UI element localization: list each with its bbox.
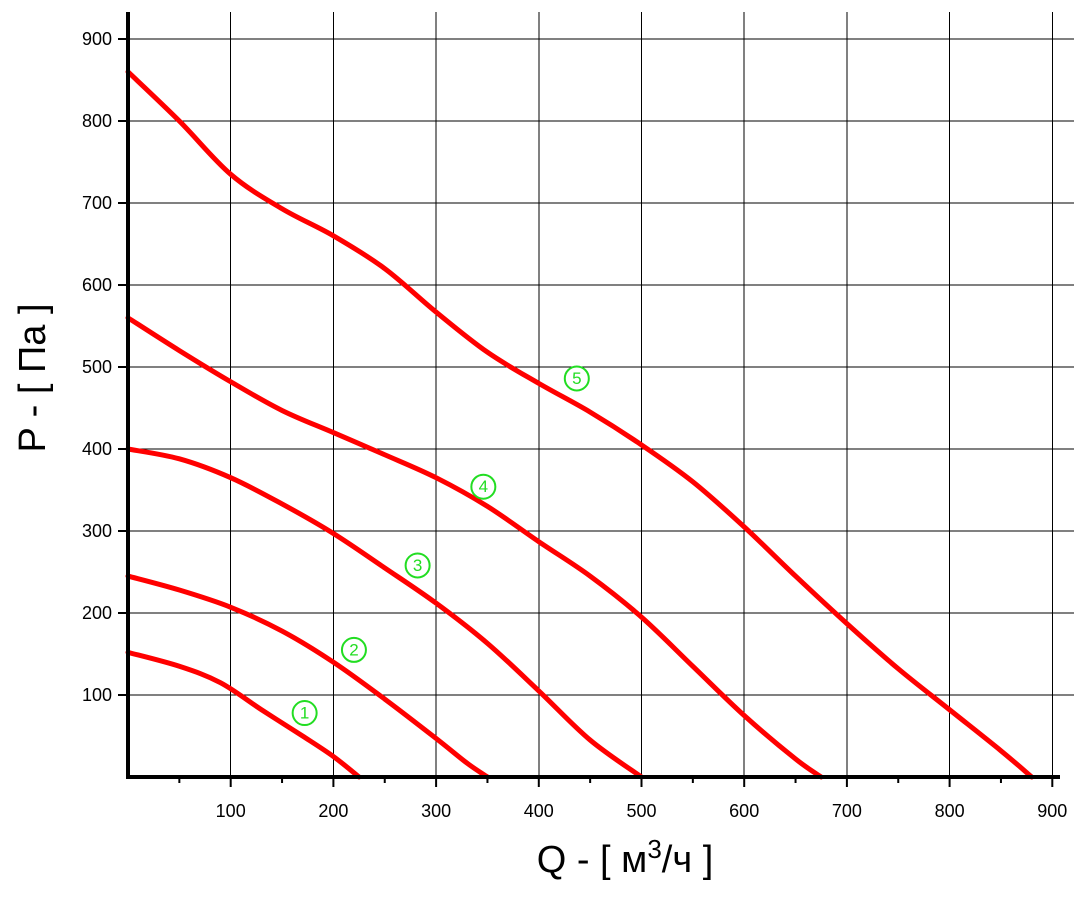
curve-marker-circle-5 [563, 365, 590, 392]
curve-marker-2: 2 [340, 636, 367, 663]
y-tick-label-400: 400 [82, 439, 112, 459]
curve-2 [125, 573, 490, 780]
y-tick-label-900: 900 [82, 29, 112, 49]
y-axis-title: P - [ Па ] [12, 303, 54, 452]
curve-marker-circle-1 [291, 700, 318, 727]
curve-marker-circle-4 [470, 473, 497, 500]
y-tick-label-600: 600 [82, 275, 112, 295]
axes [126, 12, 1060, 779]
curve-marker-3: 3 [404, 552, 431, 579]
curve-marker-label-3: 3 [413, 556, 422, 575]
x-tick-label-600: 600 [729, 801, 759, 821]
curve-3 [125, 446, 644, 780]
x-tick-label-700: 700 [832, 801, 862, 821]
curves [125, 69, 1035, 780]
curve-marker-1: 1 [291, 700, 318, 727]
x-tick-label-800: 800 [935, 801, 965, 821]
x-tick-label-300: 300 [421, 801, 451, 821]
curve-markers: 1 2 3 4 5 [291, 365, 590, 727]
curve-marker-5: 5 [563, 365, 590, 392]
x-tick-label-100: 100 [216, 801, 246, 821]
x-tick-label-900: 900 [1037, 801, 1067, 821]
curve-marker-4: 4 [470, 473, 497, 500]
curve-1 [125, 649, 362, 780]
x-tick-label-500: 500 [626, 801, 656, 821]
x-axis-title: Q - [ м3/ч ] [537, 834, 714, 881]
curve-marker-label-2: 2 [349, 640, 358, 659]
y-tick-label-300: 300 [82, 521, 112, 541]
y-tick-label-800: 800 [82, 111, 112, 131]
curve-marker-circle-2 [340, 636, 367, 663]
curve-4 [125, 315, 824, 780]
y-tick-label-700: 700 [82, 193, 112, 213]
axis-titles: Q - [ м3/ч ] P - [ Па ] [12, 303, 713, 881]
x-tick-label-400: 400 [524, 801, 554, 821]
x-tick-label-200: 200 [318, 801, 348, 821]
y-tick-label-200: 200 [82, 603, 112, 623]
y-tick-label-500: 500 [82, 357, 112, 377]
curve-marker-label-5: 5 [572, 369, 581, 388]
curve-marker-label-4: 4 [479, 477, 488, 496]
grid [128, 12, 1074, 777]
y-tick-label-100: 100 [82, 685, 112, 705]
curve-marker-label-1: 1 [300, 704, 309, 723]
tick-labels: 100 200 300 400 500 600 700 800 900 100 200 300 400 5… [82, 29, 1067, 821]
curve-marker-circle-3 [404, 552, 431, 579]
curve-5 [125, 69, 1035, 780]
